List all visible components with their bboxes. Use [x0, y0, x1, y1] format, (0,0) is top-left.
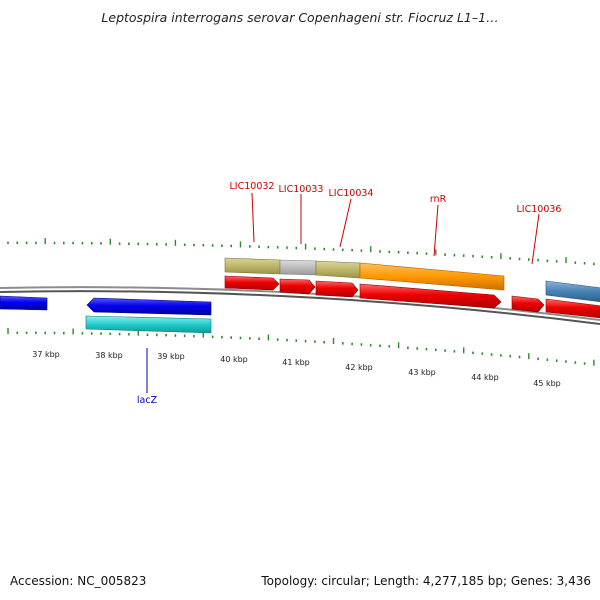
feature-track-upper [224, 257, 600, 303]
scale-ticks-bottom [7, 328, 595, 366]
scale-label-37kbp: 37 kbp [32, 350, 60, 359]
gene-arrow-left-edge[interactable] [0, 295, 48, 311]
gene-arrow-lic10033[interactable] [279, 278, 316, 295]
accession-text: Accession: NC_005823 [10, 574, 147, 588]
gene-arrow-lic10032[interactable] [224, 275, 280, 291]
scale-label-42kbp: 42 kbp [345, 363, 373, 372]
gene-label-lic10033[interactable]: LIC10033 [279, 184, 324, 195]
gene-feature-rnr[interactable] [359, 262, 505, 291]
leader-lic10036 [531, 213, 540, 265]
gene-arrow-rnr[interactable] [359, 283, 502, 309]
scale-label-39kbp: 39 kbp [157, 352, 185, 361]
backbone-inner [0, 290, 600, 325]
scale-label-44kbp: 44 kbp [471, 373, 499, 382]
gene-arrow-lic10036-a[interactable] [511, 295, 545, 313]
scale-ticks-top [7, 238, 595, 266]
gene-track-forward [224, 275, 600, 319]
genome-summary-text: Topology: circular; Length: 4,277,185 bp… [261, 574, 591, 588]
scale-labels: 37 kbp 38 kbp 39 kbp 40 kbp 41 kbp 42 kb… [32, 350, 561, 388]
gene-label-lic10036[interactable]: LIC10036 [517, 204, 562, 215]
scale-label-45kbp: 45 kbp [533, 379, 561, 388]
scale-label-43kbp: 43 kbp [408, 368, 436, 377]
genome-title: Leptospira interrogans serovar Copenhage… [101, 10, 499, 25]
gene-feature-lic10033[interactable] [279, 259, 317, 276]
gene-track-reverse [0, 295, 212, 334]
gene-feature-lacz[interactable] [85, 315, 212, 334]
gene-feature-lic10032[interactable] [224, 257, 281, 275]
leader-rnr [433, 204, 439, 257]
gene-label-lacz[interactable]: lacZ [137, 395, 158, 406]
leader-lic10034 [339, 198, 352, 248]
gene-label-lic10032[interactable]: LIC10032 [230, 181, 275, 192]
leader-lic10032 [251, 192, 255, 243]
gene-feature-lic10036[interactable] [545, 280, 600, 303]
gene-label-leaders [251, 192, 540, 265]
gene-arrow-lic10034[interactable] [315, 280, 359, 298]
scale-label-41kbp: 41 kbp [282, 358, 310, 367]
gene-arrow-lic10036-b[interactable] [545, 298, 600, 319]
gene-label-lic10034[interactable]: LIC10034 [329, 188, 374, 199]
scale-label-40kbp: 40 kbp [220, 355, 248, 364]
scale-label-38kbp: 38 kbp [95, 351, 123, 360]
gene-label-rnr[interactable]: rnR [430, 194, 447, 205]
gene-feature-lic10034[interactable] [315, 260, 361, 279]
gene-labels: LIC10032 LIC10033 LIC10034 rnR LIC10036 … [137, 181, 562, 406]
gene-arrow-lacz[interactable] [86, 297, 212, 316]
